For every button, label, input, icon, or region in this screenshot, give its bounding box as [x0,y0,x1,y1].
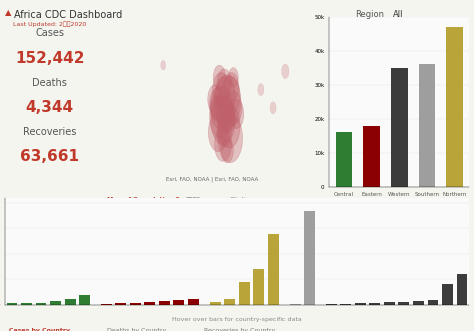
Bar [268,234,279,305]
Text: All: All [393,10,404,19]
Circle shape [220,76,240,115]
Circle shape [217,118,232,147]
Bar [21,303,32,305]
Text: Map of Cumulative Cases: Map of Cumulative Cases [107,197,195,202]
Bar [442,284,453,305]
Bar [413,302,424,305]
Bar [7,303,18,305]
Bar [253,269,264,305]
Bar [188,299,199,305]
Bar [50,302,61,305]
Bar [210,302,221,305]
Circle shape [216,76,235,115]
Circle shape [210,87,227,121]
Circle shape [229,99,244,128]
Bar [130,303,141,305]
Bar [391,68,408,187]
Circle shape [224,72,239,102]
Circle shape [214,127,232,162]
Circle shape [211,96,235,144]
Bar [447,27,463,187]
Text: Cases by Region: Cases by Region [371,217,428,224]
Text: 地图层例: 地图层例 [186,197,201,203]
Bar [399,302,410,305]
Bar [36,303,46,305]
Circle shape [282,64,289,79]
Text: Deaths by Country: Deaths by Country [107,328,166,331]
Bar [456,274,467,305]
Circle shape [213,65,226,90]
Text: Last Updated: 2月攰2020: Last Updated: 2月攰2020 [13,22,86,27]
Bar [340,304,351,305]
Circle shape [228,68,238,87]
Circle shape [223,108,235,132]
Circle shape [208,85,222,114]
Bar [101,304,112,305]
Circle shape [258,83,264,96]
Text: Recoveries by Country: Recoveries by Country [204,328,276,331]
Bar [290,304,301,305]
Circle shape [221,138,233,163]
Bar [336,132,352,187]
Circle shape [210,94,232,138]
Text: Esri, FAO, NOAA | Esri, FAO, NOAA: Esri, FAO, NOAA | Esri, FAO, NOAA [166,176,258,182]
Bar [159,302,170,305]
Text: Cases: Cases [35,28,64,38]
Bar [355,303,366,305]
Circle shape [218,104,240,148]
Bar [224,300,235,305]
Text: Africa CDC Dashboard: Africa CDC Dashboard [14,10,122,20]
Bar [64,299,75,305]
Text: Hover over bars for country-specific data: Hover over bars for country-specific dat… [172,317,302,322]
Circle shape [214,75,241,128]
Bar [369,303,380,305]
Circle shape [216,96,235,132]
Circle shape [211,96,223,120]
Text: Deaths: Deaths [32,78,67,88]
Text: Cases by Country: Cases by Country [9,328,71,331]
Circle shape [270,102,276,114]
Bar [384,303,395,305]
Bar [419,64,435,187]
Text: Citation: Citation [229,197,254,202]
Bar [79,295,90,305]
Text: ▲: ▲ [5,8,11,17]
Bar [304,211,315,305]
Circle shape [209,113,228,152]
Circle shape [210,86,232,130]
Circle shape [213,72,230,107]
Bar [173,300,184,305]
Text: Recoveries: Recoveries [23,127,76,137]
Text: 63,661: 63,661 [20,150,79,165]
Text: 152,442: 152,442 [15,51,84,66]
Bar [116,303,126,305]
Bar [326,304,337,305]
Circle shape [161,60,165,70]
Bar [364,125,380,187]
Text: Region: Region [356,10,384,19]
Circle shape [218,114,243,163]
Bar [145,303,155,305]
Circle shape [217,69,232,98]
Circle shape [225,91,242,125]
Bar [428,300,438,305]
Bar [239,282,250,305]
Text: 4,344: 4,344 [26,100,74,115]
